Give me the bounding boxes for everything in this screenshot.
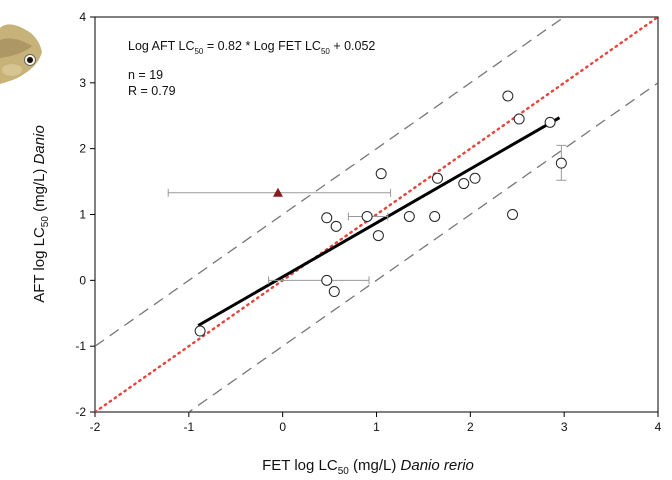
triangle-point xyxy=(272,187,283,197)
y-axis-title: AFT log LC50 (mg/L) Danio xyxy=(31,125,51,303)
correlation-coefficient: R = 0.79 xyxy=(128,84,176,98)
data-point xyxy=(469,172,481,184)
data-point xyxy=(328,286,340,298)
data-point xyxy=(194,325,206,337)
data-point xyxy=(507,209,519,220)
regression-equation: Log AFT LC50 = 0.82 * Log FET LC50 + 0.0… xyxy=(128,39,375,56)
x-tick-label: 1 xyxy=(373,420,380,434)
data-point xyxy=(431,172,443,184)
upper-prediction-line xyxy=(95,17,566,347)
data-point xyxy=(361,210,373,222)
data-point xyxy=(375,168,387,180)
data-point xyxy=(429,210,441,222)
regression-line xyxy=(197,116,561,327)
y-tick-label: 2 xyxy=(79,142,86,156)
x-tick-label: 0 xyxy=(279,420,286,434)
x-tick-label: 2 xyxy=(467,420,474,434)
data-point xyxy=(321,212,333,224)
identity-line xyxy=(95,17,658,412)
data-point xyxy=(372,230,384,242)
data-point xyxy=(502,90,514,102)
lower-prediction-line xyxy=(187,82,658,412)
data-point xyxy=(330,220,342,232)
x-tick-label: 4 xyxy=(655,420,662,434)
data-point xyxy=(403,210,415,222)
data-point xyxy=(555,157,567,169)
plot-area: -2 -1 0 1 2 3 4 -2 -1 0 1 2 3 4 xyxy=(75,10,662,434)
sample-size: n = 19 xyxy=(128,68,163,82)
data-point xyxy=(321,274,333,286)
data-point xyxy=(544,116,556,128)
x-axis-title: FET log LC50 (mg/L) Danio rerio xyxy=(262,457,474,477)
y-tick-label: 3 xyxy=(79,76,86,90)
y-tick-label: -1 xyxy=(75,339,86,353)
x-tick-label: -2 xyxy=(90,420,101,434)
regression-annotation: Log AFT LC50 = 0.82 * Log FET LC50 + 0.0… xyxy=(128,39,375,98)
zebrafish-photo xyxy=(0,24,42,84)
y-tick-label: 1 xyxy=(79,208,86,222)
y-tick-label: 0 xyxy=(79,273,86,287)
y-tick-label: -2 xyxy=(75,405,86,419)
y-tick-label: 4 xyxy=(79,10,86,24)
x-tick-label: -1 xyxy=(183,420,194,434)
data-point xyxy=(513,113,525,125)
data-point xyxy=(458,178,470,190)
x-tick-label: 3 xyxy=(561,420,568,434)
